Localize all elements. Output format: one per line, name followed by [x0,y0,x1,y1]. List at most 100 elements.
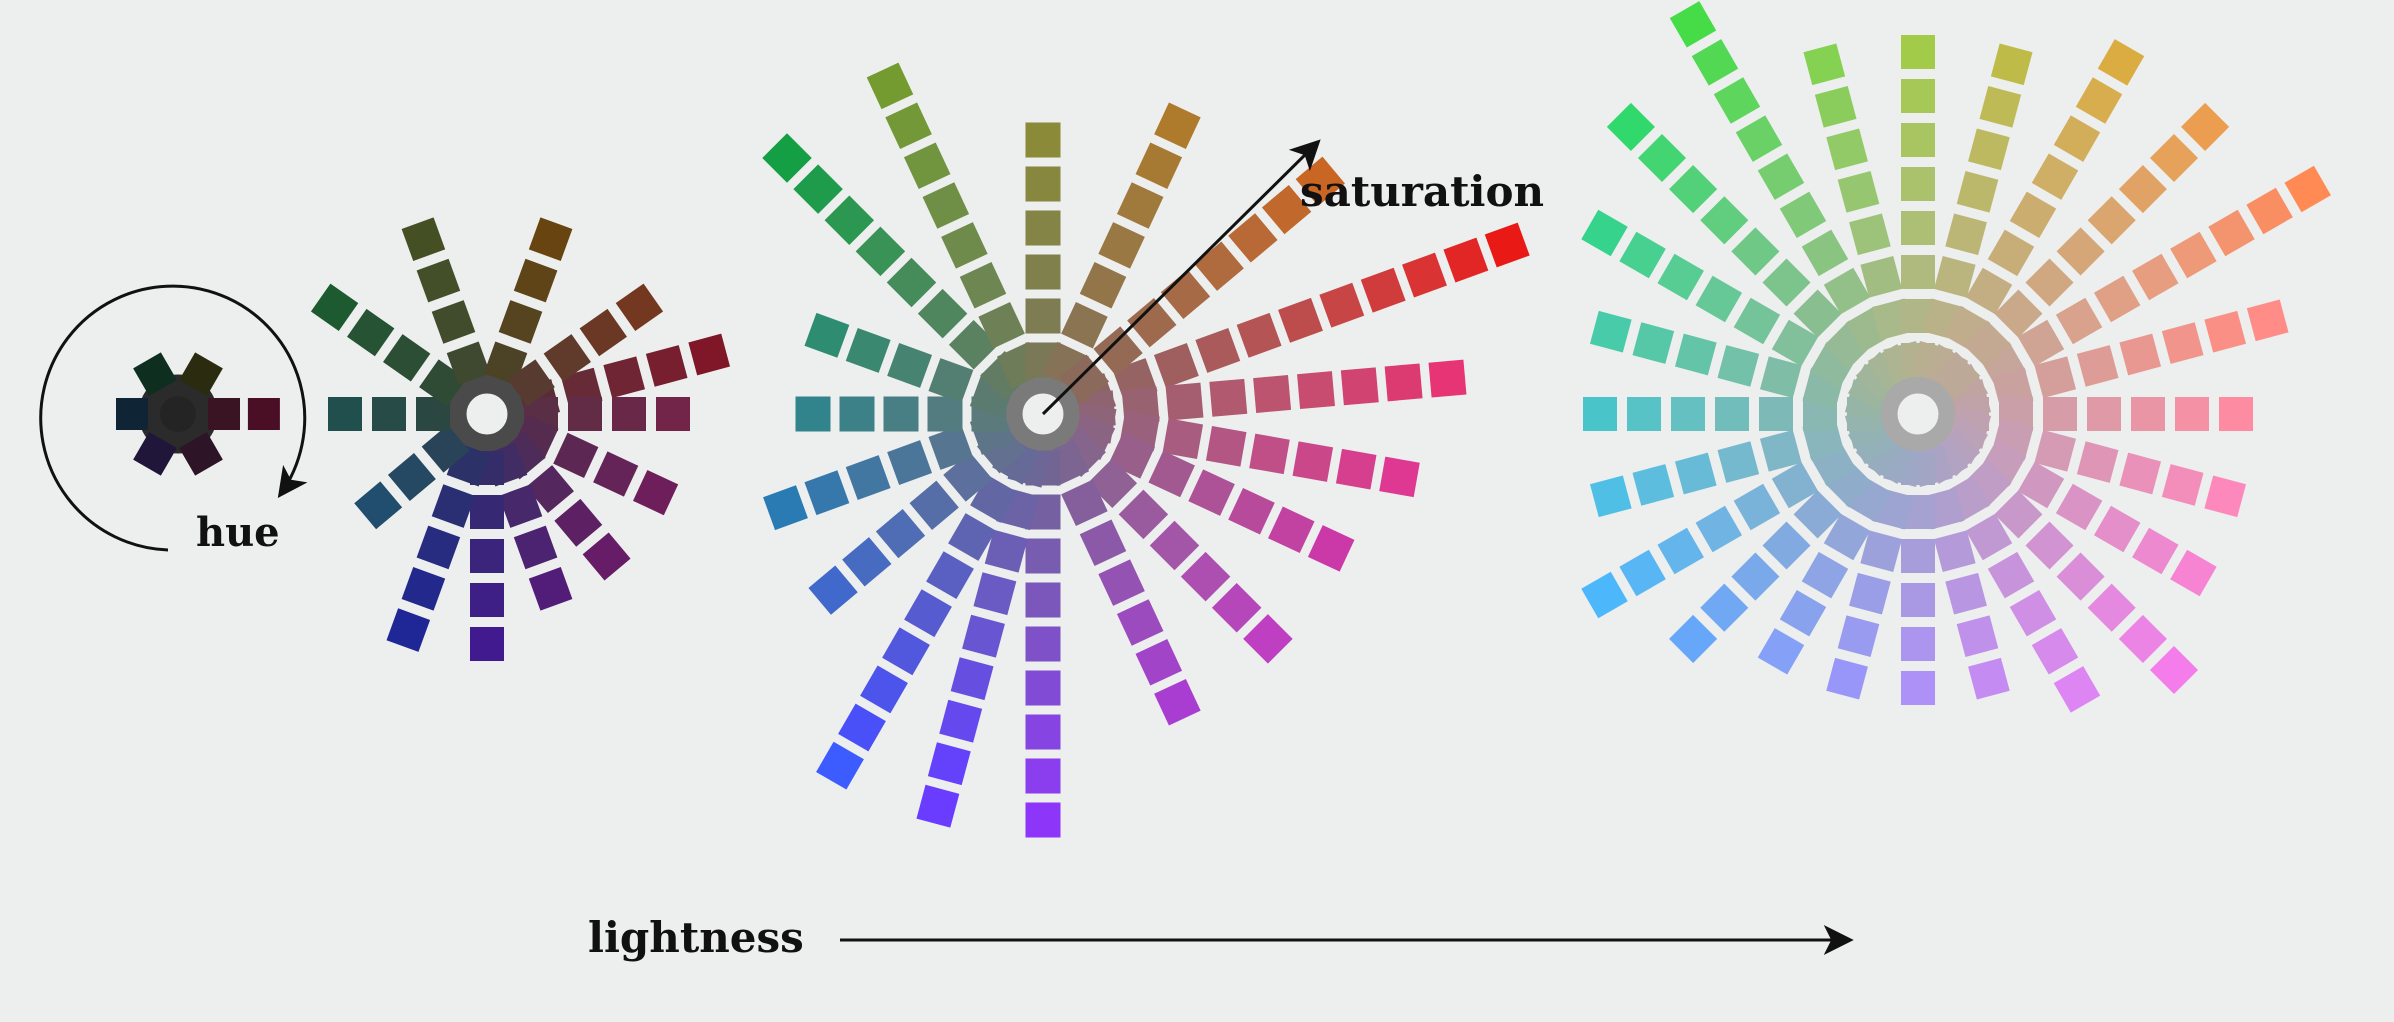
color-swatch [1402,252,1447,298]
color-swatch [927,742,971,786]
color-swatch [882,627,930,676]
color-swatch [2009,589,2057,637]
color-swatch [1968,657,2010,700]
color-swatch [1195,327,1241,373]
color-swatch [978,301,1025,349]
color-swatch [1713,77,1761,124]
color-swatch [1901,627,1935,661]
color-swatch [1965,513,2013,561]
color-swatch [1589,310,1632,353]
color-swatch [1025,758,1061,794]
color-swatch [1093,326,1143,376]
color-swatch [1733,297,1781,345]
color-swatch [2087,583,2136,632]
lightness-label: lightness [588,913,804,962]
color-swatch [1025,254,1061,290]
color-swatch [247,398,280,430]
color-swatch [1657,527,1704,575]
color-swatch [1837,615,1880,658]
color-swatch [1731,552,1780,601]
color-swatch [1297,371,1335,410]
color-swatch [1278,297,1323,343]
color-swatch [507,359,555,407]
color-swatch [928,425,974,470]
color-swatch [1025,582,1061,618]
color-swatch [1823,513,1871,561]
color-swatch [1127,298,1177,348]
color-swatch [2031,153,2079,200]
color-swatch [633,470,679,516]
color-swatch [1194,241,1244,291]
color-swatch [513,525,558,570]
color-swatch [1823,267,1871,315]
color-swatch [1428,359,1467,398]
color-swatch [1901,539,1935,573]
color-swatch [310,283,359,331]
color-swatch [1581,571,1628,619]
color-swatch [1715,397,1749,431]
color-swatch [1901,211,1935,245]
color-swatch [1148,450,1195,498]
color-swatch [1901,35,1935,69]
color-swatch [1956,615,1999,658]
saturation-label: saturation [1300,167,1544,216]
color-swatch [1484,222,1530,268]
color-swatch [1801,229,1849,277]
color-swatch [855,226,906,277]
color-swatch [1261,184,1312,235]
color-swatch [1759,429,1802,472]
color-swatch [1945,572,1987,615]
color-swatch [1153,342,1199,388]
color-swatch [1987,551,2035,599]
color-swatch [387,453,436,501]
color-swatch [1801,551,1849,599]
color-swatch [808,565,858,615]
color-swatch [354,481,403,530]
color-swatch [2132,527,2179,575]
gray-hub-center [160,396,196,432]
color-swatch [431,484,476,528]
color-swatch [2246,299,2289,342]
color-swatch [421,424,470,473]
color-swatch [2009,191,2057,239]
color-swatch [1735,115,1783,162]
color-swatch [1674,333,1717,376]
color-swatch [470,627,504,661]
color-swatch [795,396,831,432]
color-swatch [1717,441,1760,483]
color-swatch [959,262,1007,309]
color-swatch [804,470,850,516]
color-swatch [1779,589,1827,637]
color-swatch [883,396,919,432]
color-swatch [2025,521,2074,570]
color-swatch [1180,551,1231,602]
color-swatch [383,334,431,382]
color-swatch [1384,363,1423,402]
color-swatch [1025,670,1061,706]
color-swatch [328,397,362,431]
color-swatch [1205,426,1247,467]
color-swatch [133,431,177,476]
color-swatch [2161,464,2204,506]
color-swatch [528,567,573,611]
color-swatch [948,513,996,561]
color-swatch [2208,209,2255,257]
color-swatch [1319,282,1365,328]
color-swatch [1901,583,1935,617]
color-swatch [1793,490,1842,539]
color-swatch [1933,255,1976,298]
color-swatch [866,62,914,110]
color-swatch [1025,298,1061,334]
color-swatch [2175,397,2209,431]
color-swatch [1079,519,1127,566]
color-swatch [816,741,864,790]
color-swatch [2034,356,2077,399]
color-swatch [1979,85,2022,128]
gray-hub-center [468,395,506,433]
color-swatch [2076,345,2119,387]
color-swatch [762,133,812,183]
color-swatch [926,551,974,600]
color-swatch [984,529,1028,573]
color-wheels [116,1,2331,838]
color-swatch [401,217,446,261]
